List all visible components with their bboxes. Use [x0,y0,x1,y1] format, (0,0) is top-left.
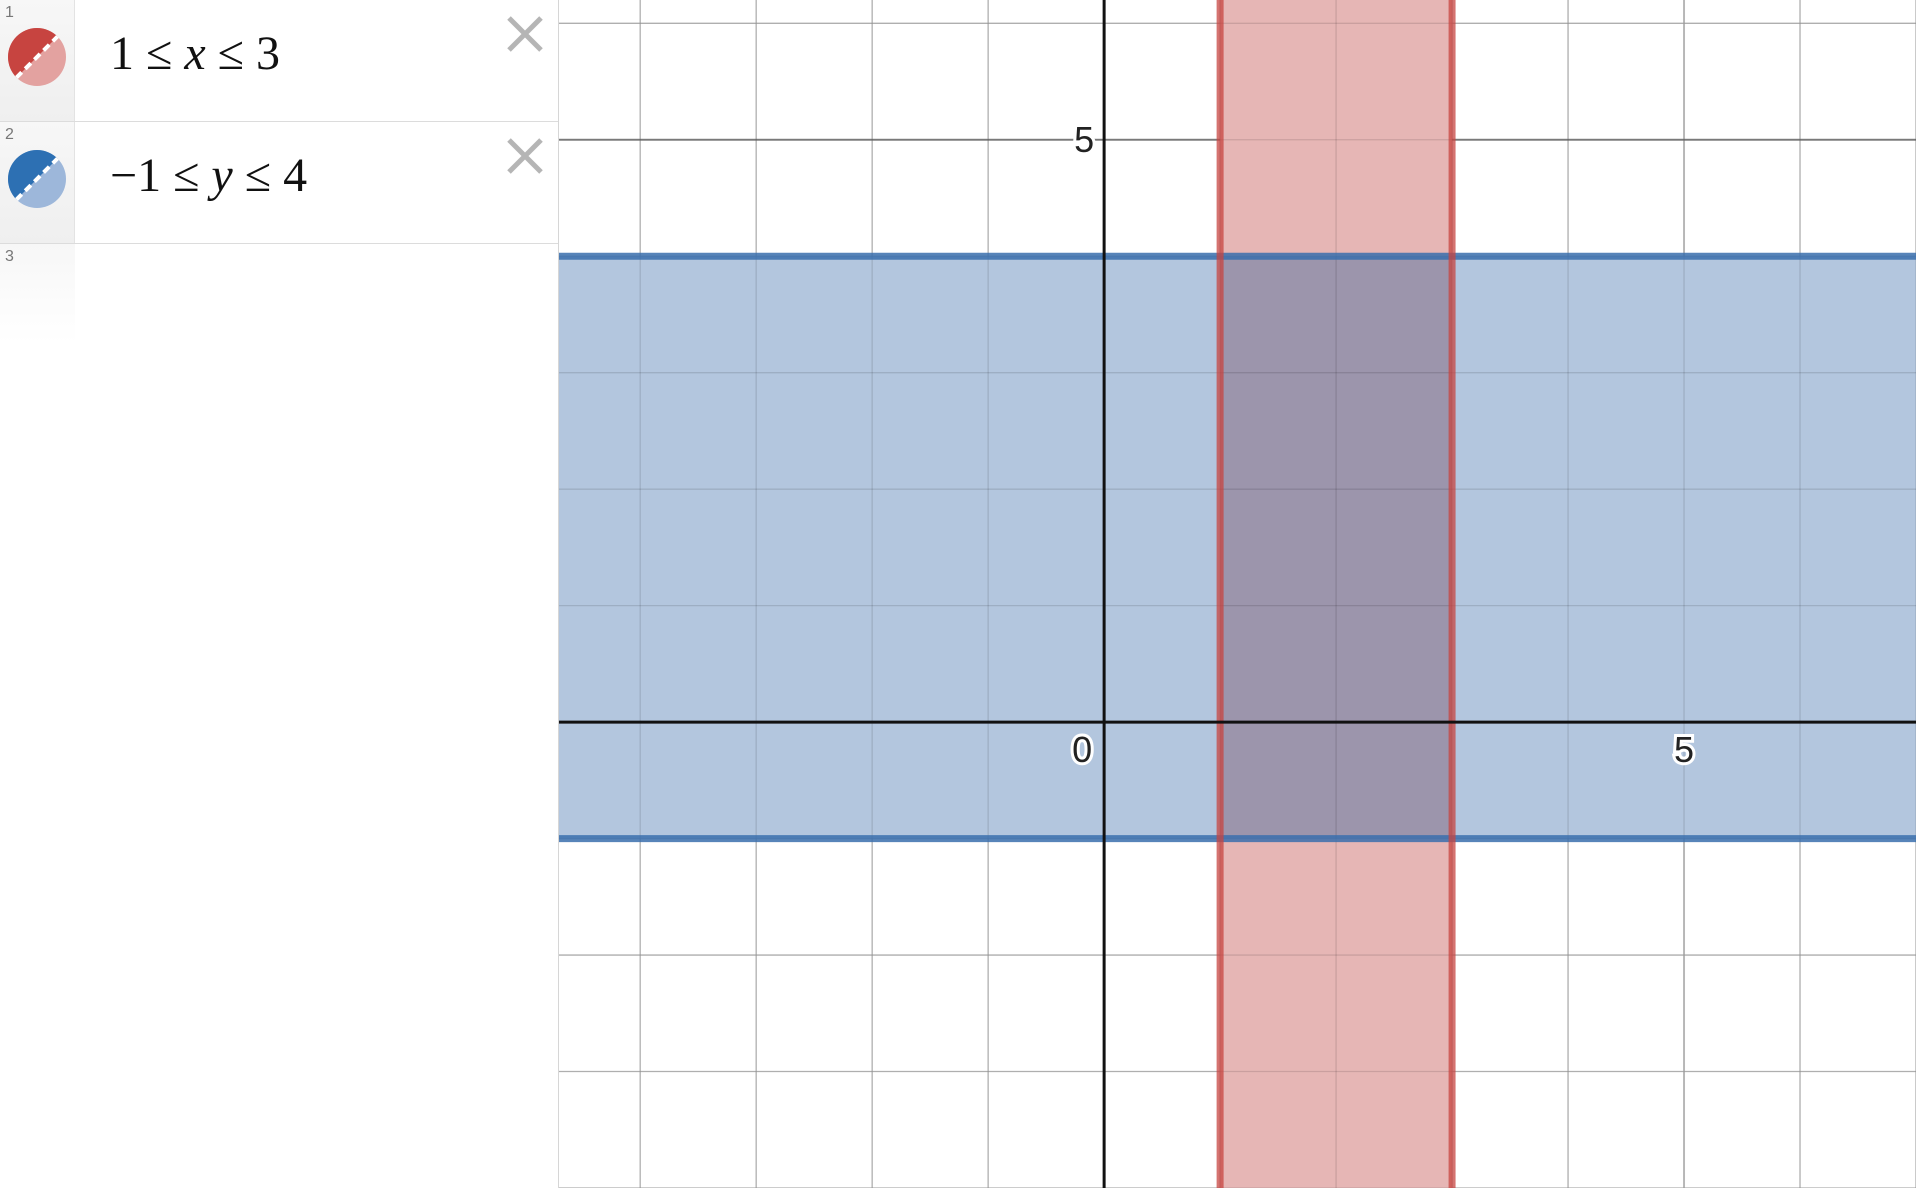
delete-expression-close-icon[interactable] [503,134,547,178]
overlap-region-fill [1220,256,1453,839]
red-inequality-style-icon[interactable] [8,28,66,86]
axes [559,0,1916,1188]
row-number: 3 [5,248,14,265]
graph-canvas[interactable]: 0 5 5 [559,0,1916,1188]
upper-bound: 4 [283,149,308,202]
inequality-symbol: ≤ [217,27,244,80]
inequality-symbol: ≤ [244,149,272,202]
x-region-fill [1220,838,1453,1188]
lower-bound: −1 [110,149,162,202]
expression-gutter: 3 [0,244,75,344]
upper-bound: 3 [256,27,280,80]
row-number: 2 [5,126,14,143]
x-tick-label: 5 [1674,729,1694,770]
variable: x [184,27,206,80]
origin-label: 0 [1072,729,1092,770]
expression-gutter: 1 [0,0,75,121]
inequality-symbol: ≤ [173,149,200,202]
lower-bound: 1 [110,27,134,80]
row-number: 1 [5,4,14,21]
expression-row-1[interactable]: 1 1 ≤ x ≤ 3 [0,0,558,122]
x-region-fill [1220,0,1453,257]
axis-labels: 0 5 5 [1069,116,1697,773]
variable: y [211,149,233,202]
inequality-symbol: ≤ [146,27,173,80]
delete-expression-close-icon[interactable] [503,12,547,56]
blue-inequality-style-icon[interactable] [8,150,66,208]
expression-row-2[interactable]: 2 −1 ≤ y ≤ 4 [0,122,558,244]
expression-gutter: 2 [0,122,75,243]
expression-list: 1 1 ≤ x ≤ 3 2 [0,0,559,1188]
expression-text[interactable]: 1 ≤ x ≤ 3 [110,26,280,81]
expression-row-3-empty[interactable]: 3 [0,244,558,344]
y-tick-label: 5 [1074,119,1094,160]
expression-text[interactable]: −1 ≤ y ≤ 4 [110,148,307,203]
inequality-regions [559,0,1916,1188]
